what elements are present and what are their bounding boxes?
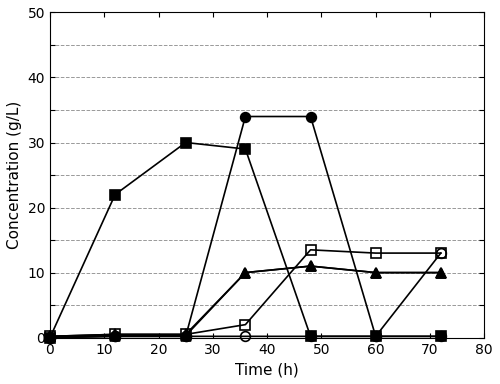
Y-axis label: Concentration (g/L): Concentration (g/L): [7, 101, 22, 249]
X-axis label: Time (h): Time (h): [235, 362, 299, 377]
